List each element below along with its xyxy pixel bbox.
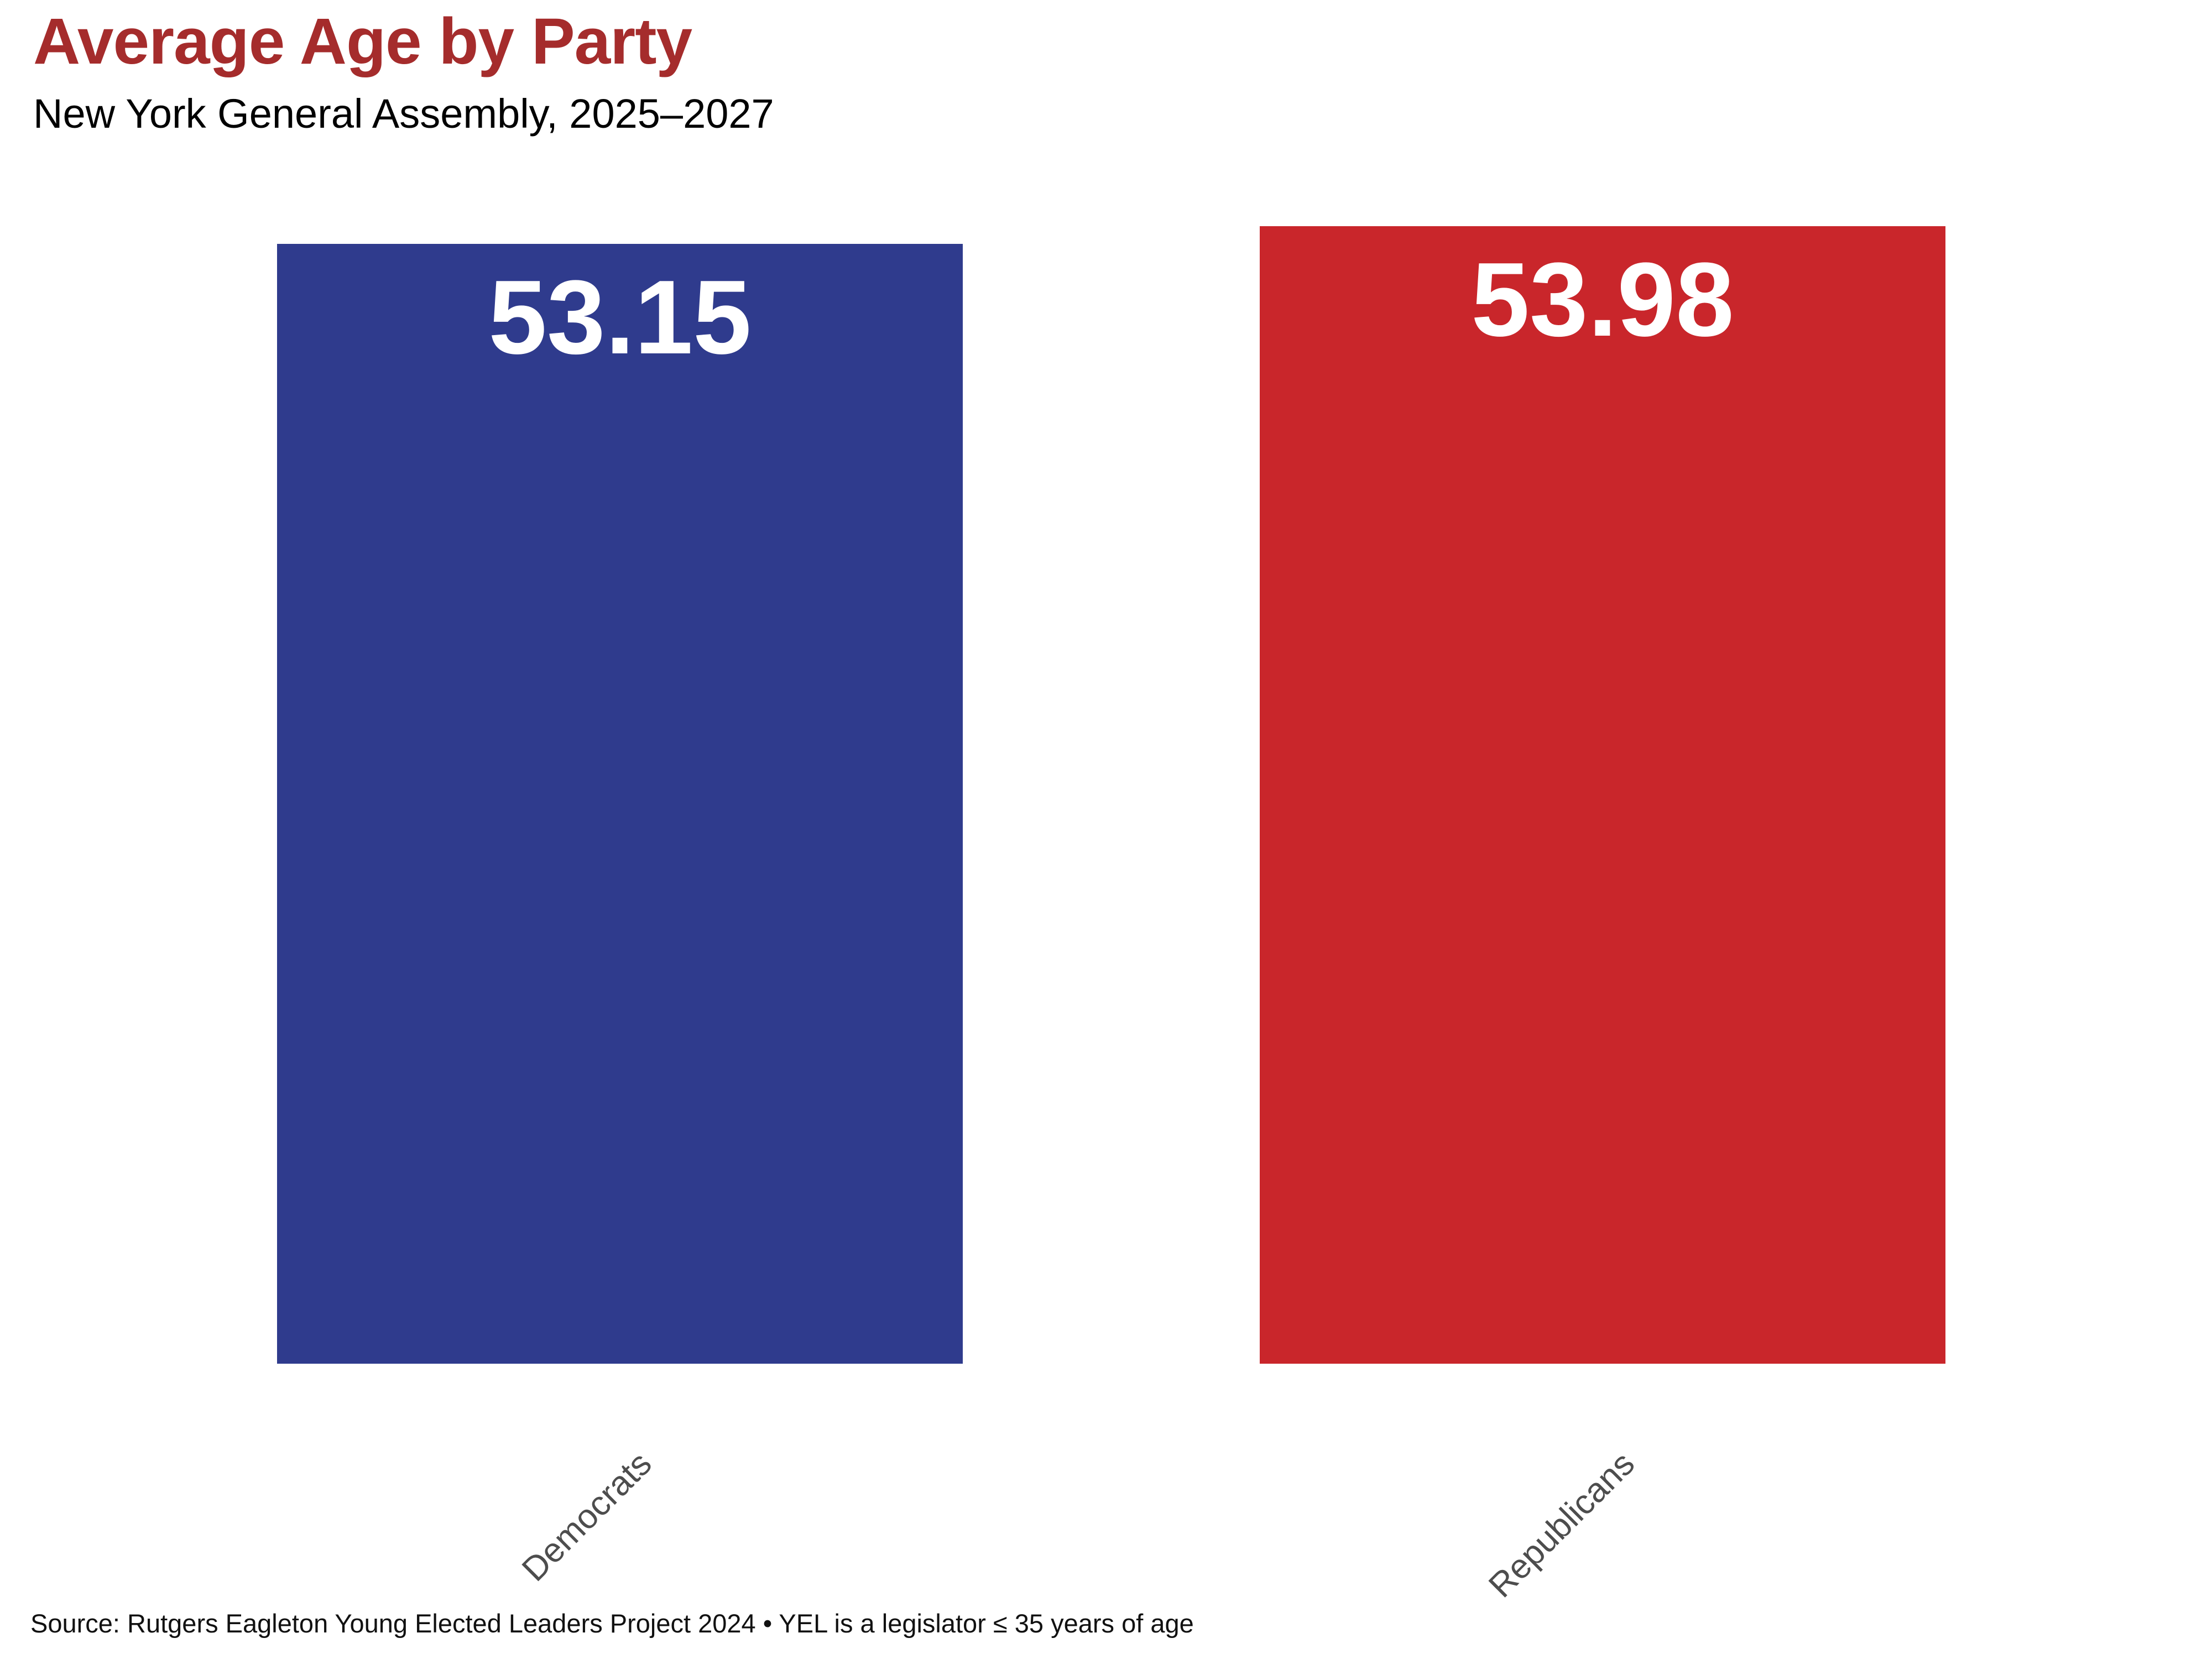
x-axis-label-democrats: Democrats — [515, 1444, 659, 1589]
bar-value-democrats: 53.15 — [488, 259, 752, 376]
x-axis-label-republicans: Republicans — [1481, 1444, 1642, 1605]
chart-title: Average Age by Party — [33, 5, 692, 78]
chart-subtitle: New York General Assembly, 2025–2027 — [33, 91, 774, 137]
bar-value-republicans: 53.98 — [1471, 241, 1734, 358]
bar-democrats: 53.15 — [277, 244, 963, 1364]
source-note: Source: Rutgers Eagleton Young Elected L… — [30, 1609, 1194, 1638]
bar-republicans: 53.98 — [1260, 226, 1945, 1364]
